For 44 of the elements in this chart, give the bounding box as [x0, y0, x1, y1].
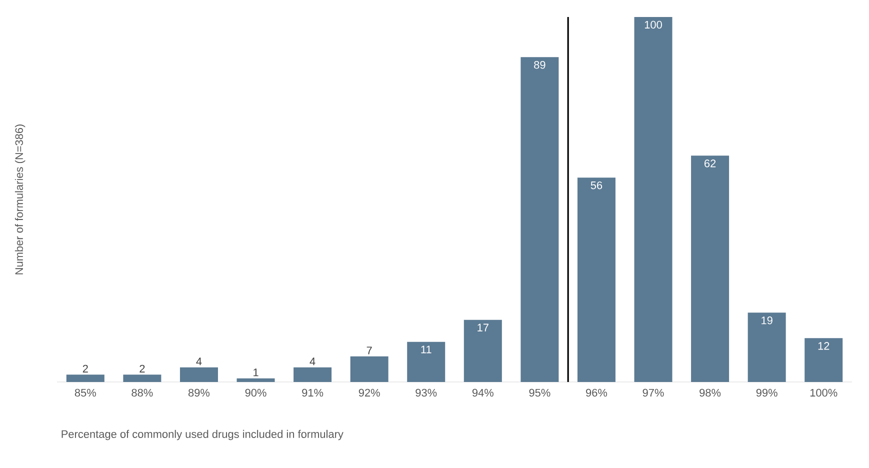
x-tick-label: 99%	[756, 388, 778, 397]
x-tick-label: 96%	[586, 388, 608, 397]
bar	[634, 16, 672, 382]
data-label: 89	[534, 61, 546, 69]
x-tick-label: 95%	[529, 388, 550, 397]
data-label: 1	[254, 368, 258, 376]
bar	[407, 342, 446, 382]
x-tick-label: 94%	[472, 388, 494, 397]
x-tick-label: 90%	[245, 388, 266, 397]
data-label: 4	[196, 358, 202, 366]
x-tick-label: 89%	[188, 388, 210, 397]
x-tick-label: 91%	[302, 388, 324, 397]
data-label: 62	[704, 160, 716, 168]
bar	[577, 178, 616, 382]
bar	[123, 374, 162, 382]
data-label: 100	[644, 20, 662, 29]
bar	[180, 367, 218, 382]
data-label: 4	[310, 358, 316, 366]
bar	[464, 320, 502, 382]
data-label: 17	[478, 324, 488, 332]
bar	[236, 378, 275, 382]
bar	[350, 356, 388, 382]
data-label: 56	[590, 181, 602, 190]
bar	[520, 57, 559, 382]
bar	[294, 367, 332, 382]
x-axis-title: Percentage of commonly used drugs included in formulary	[62, 430, 344, 440]
x-tick-label: 98%	[700, 388, 721, 397]
x-tick-label: 97%	[642, 388, 664, 397]
bar	[748, 312, 786, 382]
data-label: 12	[818, 342, 830, 350]
bar	[804, 338, 843, 382]
data-label: 19	[762, 316, 772, 324]
y-axis-title: Number of formularies (N=386)	[14, 124, 26, 274]
x-tick-label: 92%	[358, 388, 380, 397]
x-tick-label: 93%	[416, 388, 437, 397]
bar	[691, 156, 730, 382]
data-label: 7	[366, 346, 372, 354]
data-label: 2	[82, 364, 88, 372]
x-tick-label: 100%	[810, 388, 838, 397]
data-label: 11	[421, 346, 432, 354]
x-tick-label: 85%	[74, 388, 96, 397]
data-label: 2	[140, 364, 145, 372]
x-tick-label: 88%	[132, 388, 153, 397]
bar	[66, 374, 104, 382]
